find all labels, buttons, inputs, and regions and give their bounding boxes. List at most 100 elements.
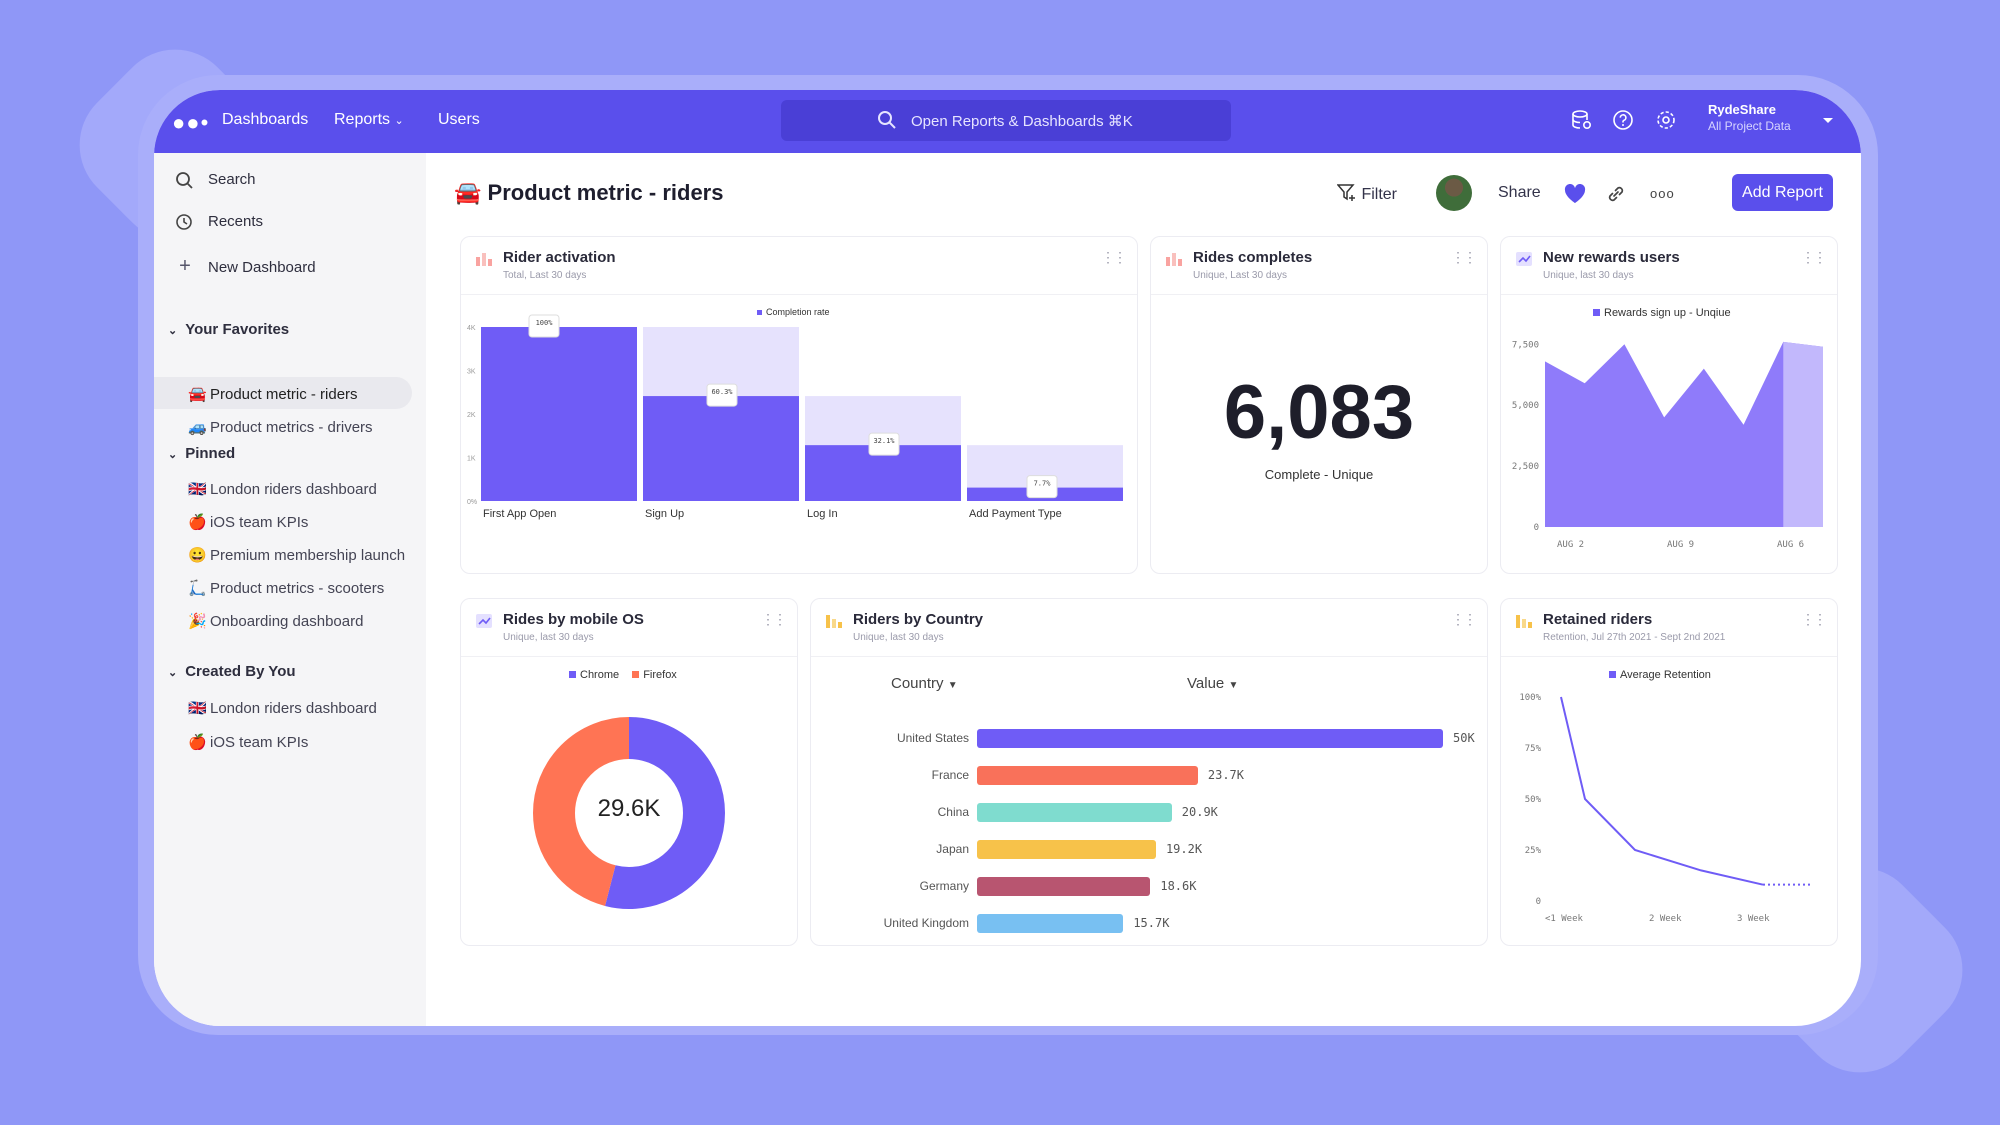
sidebar-item-london-riders[interactable]: 🇬🇧 London riders dashboard: [188, 480, 377, 498]
sidebar-item-label: Premium membership launch: [210, 547, 406, 564]
plus-icon: +: [179, 255, 191, 277]
x-category-label: Sign Up: [645, 508, 684, 520]
y-tick-label: 25%: [1525, 846, 1542, 856]
sidebar-item-london-riders[interactable]: 🇬🇧 London riders dashboard: [188, 699, 377, 717]
country-row[interactable]: China 20.9K: [811, 801, 1487, 823]
avatar[interactable]: [1436, 175, 1472, 211]
share-button[interactable]: Share: [1498, 184, 1541, 201]
logo-icon[interactable]: ●●•: [172, 110, 210, 135]
y-tick-label: 2K: [467, 412, 476, 419]
rewards-area-chart: 7,500 5,000 2,500 0 AUG 2 AUG 9 AUG 6: [1512, 340, 1823, 550]
nav-reports[interactable]: Reports ⌄: [334, 111, 404, 129]
y-tick-label: 3K: [467, 369, 476, 376]
card-divider: [1151, 294, 1487, 295]
add-report-button[interactable]: Add Report: [1732, 174, 1833, 211]
legend-label-firefox: Firefox: [643, 669, 677, 681]
x-tick-label: 3 Week: [1737, 914, 1770, 924]
drag-handle-icon[interactable]: ⋮⋮: [1451, 249, 1477, 265]
country-row[interactable]: Japan 19.2K: [811, 838, 1487, 860]
retention-line[interactable]: [1560, 696, 1764, 886]
account-switcher[interactable]: RydeShare All Project Data: [1708, 102, 1791, 134]
global-search-input[interactable]: Open Reports & Dashboards ⌘K: [781, 100, 1231, 141]
drag-handle-icon[interactable]: ⋮⋮: [761, 611, 787, 627]
scooter-icon: 🛴: [188, 580, 207, 597]
search-placeholder: Open Reports & Dashboards ⌘K: [911, 113, 1133, 130]
rewards-area-partial: [1783, 341, 1823, 527]
drag-handle-icon[interactable]: ⋮⋮: [1451, 611, 1477, 627]
rewards-area[interactable]: [1545, 341, 1823, 527]
sidebar-item-ios-kpis[interactable]: 🍎 iOS team KPIs: [188, 733, 308, 751]
sidebar-item-onboarding[interactable]: 🎉 Onboarding dashboard: [188, 612, 363, 630]
sidebar-new-dashboard[interactable]: + New Dashboard: [174, 255, 315, 278]
chart-legend: Average Retention: [1609, 669, 1711, 681]
value-label-box: [1026, 475, 1058, 499]
nav-dashboards[interactable]: Dashboards: [222, 111, 309, 128]
uk-flag-icon: 🇬🇧: [188, 481, 207, 498]
country-row[interactable]: United Kingdom 15.7K: [811, 912, 1487, 934]
created-section-toggle[interactable]: ⌄ Created By You: [168, 663, 296, 680]
active-item-highlight: [154, 377, 412, 409]
sidebar-item-product-metric-riders[interactable]: 🚘 Product metric - riders: [188, 385, 358, 403]
donut-center-value: 29.6K: [597, 795, 661, 822]
donut-hole: [576, 760, 682, 866]
country-value-label: 23.7K: [1207, 768, 1244, 782]
country-row[interactable]: United States 50K: [811, 727, 1487, 749]
chart-legend: Completion rate: [757, 307, 830, 317]
card-divider: [461, 294, 1137, 295]
card-divider: [461, 656, 797, 657]
value-label: 100%: [536, 319, 554, 327]
bar-chart-icon: [476, 253, 492, 266]
nav-users[interactable]: Users: [438, 111, 480, 128]
country-row[interactable]: France 23.7K: [811, 764, 1487, 786]
card-divider: [1501, 656, 1837, 657]
link-icon[interactable]: [1606, 184, 1626, 204]
country-row[interactable]: Germany 18.6K: [811, 875, 1487, 897]
donut-slice-firefox[interactable]: [533, 717, 725, 909]
more-options-icon[interactable]: ooo: [1650, 186, 1675, 201]
sidebar-search[interactable]: Search: [174, 171, 256, 189]
value-dropdown[interactable]: Value ▼: [1187, 675, 1238, 692]
funnel-bar[interactable]: [643, 396, 799, 501]
country-bar[interactable]: [977, 729, 1443, 748]
database-icon[interactable]: [1570, 109, 1592, 131]
pinned-section-toggle[interactable]: ⌄ Pinned: [168, 445, 235, 462]
card-subtitle: Retention, Jul 27th 2021 - Sept 2nd 2021: [1543, 632, 1726, 643]
car-icon: 🚘: [188, 386, 207, 403]
sidebar-item-label: iOS team KPIs: [210, 514, 309, 531]
value-label: 7.7%: [1034, 480, 1052, 488]
country-bar[interactable]: [977, 766, 1198, 785]
country-value-label: 15.7K: [1133, 916, 1170, 930]
gear-icon[interactable]: [1655, 109, 1677, 131]
drag-handle-icon[interactable]: ⋮⋮: [1101, 249, 1127, 265]
sidebar-item-label: Onboarding dashboard: [210, 613, 364, 630]
party-icon: 🎉: [188, 613, 207, 630]
sidebar-item-premium-launch[interactable]: 😀 Premium membership launch: [188, 546, 405, 564]
filter-button[interactable]: Filter: [1336, 184, 1397, 204]
country-bar[interactable]: [977, 877, 1151, 896]
os-donut-chart: [533, 717, 725, 909]
sidebar-item-scooters[interactable]: 🛴 Product metrics - scooters: [188, 579, 384, 597]
caret-down-icon[interactable]: [1822, 117, 1834, 125]
funnel-bar[interactable]: [481, 327, 637, 501]
heart-icon[interactable]: [1564, 184, 1586, 204]
country-bar[interactable]: [977, 914, 1124, 933]
account-name: RydeShare: [1708, 102, 1776, 117]
country-bar[interactable]: [977, 840, 1156, 859]
country-bar[interactable]: [977, 803, 1172, 822]
drag-handle-icon[interactable]: ⋮⋮: [1801, 249, 1827, 265]
sidebar-item-ios-kpis[interactable]: 🍎 iOS team KPIs: [188, 513, 308, 531]
app-window: ●●• Dashboards Reports ⌄ Users Open Repo…: [154, 90, 1861, 1026]
country-dropdown[interactable]: Country ▼: [891, 675, 958, 692]
favorites-section-toggle[interactable]: ⌄ Your Favorites: [168, 321, 289, 338]
card-subtitle: Unique, last 30 days: [853, 632, 944, 643]
drag-handle-icon[interactable]: ⋮⋮: [1801, 611, 1827, 627]
chart-legend: Chrome Firefox: [569, 669, 677, 681]
legend-label-chrome: Chrome: [580, 669, 620, 681]
sidebar-recents[interactable]: Recents: [174, 213, 263, 231]
smiley-icon: 😀: [188, 547, 207, 564]
sidebar-item-product-metrics-drivers[interactable]: 🚙 Product metrics - drivers: [188, 418, 373, 436]
help-icon[interactable]: [1612, 109, 1634, 131]
top-navigation-bar: ●●• Dashboards Reports ⌄ Users Open Repo…: [154, 90, 1861, 153]
x-category-label: First App Open: [483, 508, 556, 520]
country-value-label: 18.6K: [1160, 879, 1197, 893]
